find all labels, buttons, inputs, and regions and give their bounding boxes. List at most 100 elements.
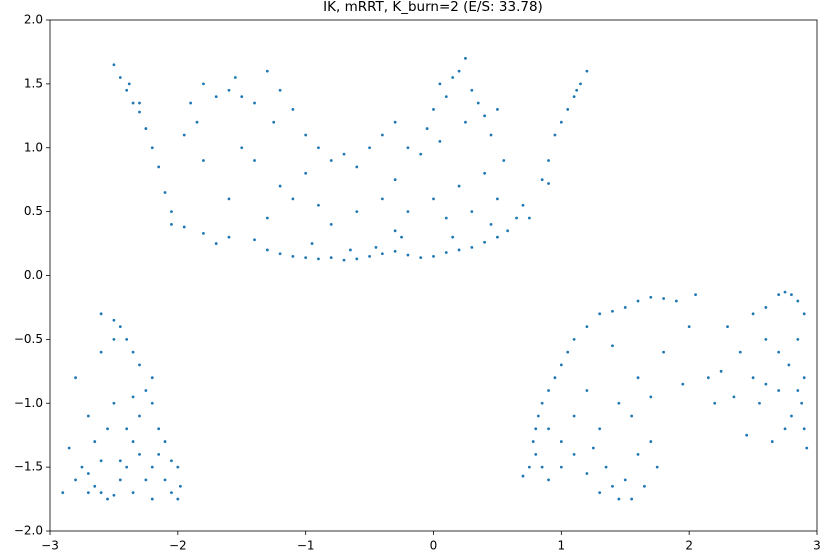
point (317, 257, 320, 261)
point (202, 231, 205, 235)
point (617, 497, 621, 501)
point (489, 133, 493, 137)
point (483, 171, 487, 175)
point (176, 497, 180, 501)
y-tick-label: 0.0 (24, 268, 43, 282)
point (496, 108, 499, 111)
point (393, 120, 397, 124)
point (540, 178, 544, 182)
point (796, 389, 800, 392)
point (112, 401, 116, 405)
point (783, 290, 787, 294)
point (150, 497, 154, 501)
point (591, 446, 595, 450)
point (112, 337, 116, 341)
point (738, 350, 742, 354)
point (777, 389, 781, 392)
point (643, 484, 646, 488)
point (125, 427, 129, 431)
point (796, 299, 800, 303)
point (483, 114, 487, 118)
point (150, 401, 154, 405)
point (547, 427, 550, 431)
point (253, 238, 256, 242)
point (253, 101, 256, 105)
point (457, 184, 461, 188)
point (566, 108, 570, 111)
point (579, 82, 582, 86)
point (451, 235, 455, 239)
point (444, 95, 448, 99)
point (138, 110, 141, 114)
point (687, 325, 691, 328)
point (713, 401, 717, 405)
point (649, 440, 653, 443)
point (127, 82, 131, 86)
x-tick-label: −1 (297, 539, 315, 553)
point (540, 465, 544, 469)
point (796, 337, 800, 341)
point (521, 474, 525, 478)
point (144, 478, 148, 482)
point (515, 216, 518, 220)
point (457, 248, 461, 252)
point (585, 325, 589, 328)
point (106, 427, 109, 431)
point (112, 63, 116, 67)
point (800, 401, 804, 405)
point (182, 133, 186, 137)
point (380, 133, 384, 137)
point (67, 446, 71, 450)
point (131, 491, 135, 495)
point (547, 389, 550, 392)
point (787, 363, 791, 367)
point (80, 465, 84, 469)
point (438, 82, 442, 86)
point (758, 401, 761, 405)
point (483, 240, 487, 244)
point (559, 120, 563, 124)
point (380, 252, 384, 256)
point (521, 203, 525, 207)
point (585, 389, 589, 392)
point (572, 337, 576, 341)
point (368, 146, 371, 150)
point (170, 459, 173, 463)
point (368, 254, 371, 258)
point (157, 427, 161, 431)
y-tick-label: −1.0 (14, 396, 43, 410)
point (470, 88, 474, 92)
point (170, 223, 173, 226)
point (291, 254, 295, 258)
point (150, 465, 154, 469)
point (534, 452, 538, 456)
point (393, 229, 397, 233)
point (732, 395, 736, 399)
point (575, 88, 579, 92)
point (138, 363, 141, 367)
point (419, 256, 423, 260)
point (425, 127, 429, 130)
point (150, 376, 154, 380)
point (163, 440, 167, 443)
point (93, 440, 97, 443)
point (253, 159, 256, 162)
point (118, 325, 122, 328)
point (317, 203, 320, 207)
point (131, 101, 135, 105)
y-tick-label: 1.0 (24, 140, 43, 154)
point (553, 133, 557, 137)
point (777, 350, 781, 354)
point (444, 216, 448, 220)
point (783, 427, 787, 431)
point (233, 76, 237, 79)
point (527, 465, 531, 469)
point (74, 478, 77, 482)
point (572, 95, 576, 99)
point (265, 69, 269, 73)
point (144, 127, 148, 130)
point (623, 306, 627, 309)
point (240, 146, 244, 150)
point (170, 491, 173, 495)
point (329, 159, 333, 162)
